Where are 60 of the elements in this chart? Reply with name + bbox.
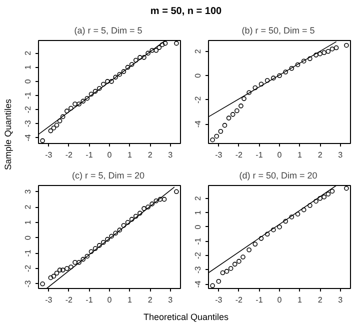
- y-tick-label: -3: [24, 280, 32, 288]
- y-tick-label: 2: [24, 204, 32, 210]
- y-tick-label: 1: [194, 210, 202, 215]
- x-tick-label: 0: [107, 150, 112, 160]
- x-tick-label: -1: [86, 296, 94, 304]
- x-tick-label: -3: [215, 150, 223, 160]
- x-tick-label: -3: [45, 296, 53, 304]
- chart-title: (b) r = 50, Dim = 5: [242, 26, 315, 36]
- x-tick-label: -3: [215, 296, 223, 304]
- x-tick-label: 0: [277, 296, 282, 304]
- y-tick-label: 0: [24, 78, 32, 84]
- y-tick-label: 0: [194, 72, 202, 78]
- y-tick-label: -3: [24, 120, 32, 128]
- x-tick-label: -3: [45, 150, 53, 160]
- text: m = 50, n = 100: [149, 5, 223, 19]
- x-tick-label: -2: [65, 296, 74, 304]
- x-tick-label: 0: [277, 150, 282, 160]
- y-tick-label: -2: [194, 251, 202, 260]
- x-tick-label: -1: [86, 150, 94, 160]
- y-tick-label: -1: [24, 249, 32, 257]
- y-tick-label: -4: [194, 120, 202, 128]
- y-tick-label: 1: [24, 220, 32, 225]
- y-tick-label: 1: [24, 64, 32, 70]
- chart-title: (d) r = 50, Dim = 20: [239, 170, 318, 180]
- x-tick-label: -2: [235, 296, 244, 304]
- x-tick-label: 3: [338, 150, 344, 160]
- y-tick-label: -1: [24, 91, 32, 100]
- chart-title: (c) r = 5, Dim = 20: [72, 170, 145, 180]
- x-tick-label: 2: [318, 150, 323, 160]
- x-tick-label: -1: [256, 296, 264, 304]
- x-tick-label: -1: [256, 150, 264, 160]
- y-axis-title: Sample Quantiles: [2, 98, 14, 170]
- x-tick-label: 1: [128, 296, 133, 304]
- x-tick-label: 3: [168, 150, 174, 160]
- x-tick-label: -2: [235, 150, 244, 160]
- x-tick-label: 2: [148, 150, 153, 160]
- x-tick-label: 0: [107, 296, 112, 304]
- x-tick-label: 3: [168, 296, 174, 304]
- y-tick-label: 2: [24, 50, 32, 56]
- y-tick-label: 2: [194, 48, 202, 54]
- x-tick-label: 3: [338, 296, 344, 304]
- y-tick-label: -2: [24, 106, 32, 114]
- x-axis-title: Theoretical Quantiles: [142, 311, 230, 324]
- x-tick-label: -2: [65, 150, 74, 160]
- y-tick-label: -2: [194, 96, 202, 104]
- x-tick-label: 1: [128, 150, 133, 160]
- y-tick-label: 2: [194, 196, 202, 201]
- x-tick-label: 1: [298, 296, 303, 304]
- chart-title: (a) r = 5, Dim = 5: [74, 26, 142, 36]
- y-tick-label: 0: [24, 234, 32, 240]
- y-tick-label: 3: [24, 188, 32, 194]
- y-tick-label: -4: [194, 280, 202, 288]
- y-tick-label: -4: [24, 134, 32, 142]
- x-tick-label: 2: [318, 296, 323, 304]
- y-tick-label: 0: [194, 224, 202, 230]
- y-tick-label: -2: [24, 264, 32, 272]
- x-tick-label: 1: [298, 150, 303, 160]
- y-tick-label: -3: [194, 266, 202, 274]
- y-tick-label: -1: [194, 237, 202, 245]
- x-tick-label: 2: [148, 296, 153, 304]
